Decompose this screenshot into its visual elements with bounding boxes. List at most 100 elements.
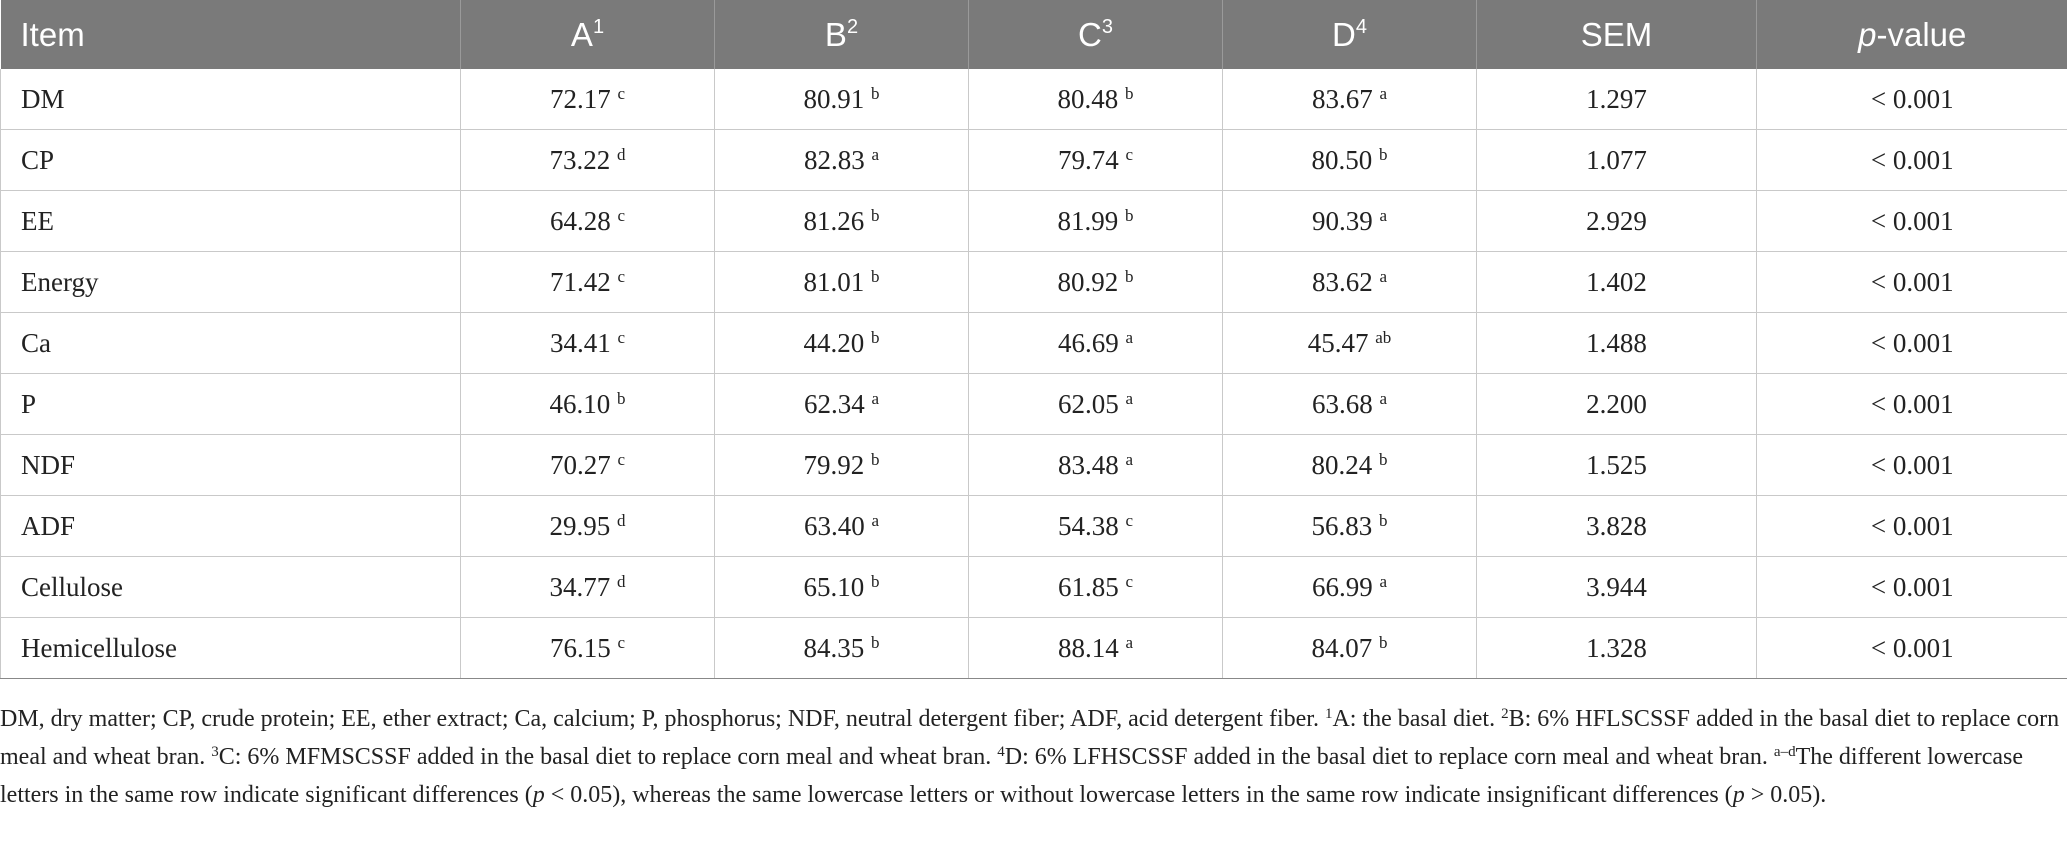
cell-sem: 1.328 <box>1476 617 1757 679</box>
item-label: EE <box>21 205 54 236</box>
cell-c: 62.05 a <box>968 373 1223 435</box>
sem-value: 1.077 <box>1586 144 1647 175</box>
cell-value: 46.10 <box>549 388 611 419</box>
table-row: ADF 29.95 d 63.40 a 54.38 c 56.83 b 3.828 < 0.… <box>0 495 2067 557</box>
item-label: Hemicellulose <box>21 632 177 663</box>
significance-letter: a <box>871 510 880 530</box>
footnote-5-p-2: p <box>1732 782 1745 808</box>
significance-letter: a <box>871 388 880 408</box>
sem-value: 1.525 <box>1586 449 1647 480</box>
cell-value: 81.99 <box>1057 205 1119 236</box>
cell-d: 66.99 a <box>1222 556 1477 618</box>
cell-c: 54.38 c <box>968 495 1223 557</box>
item-label: DM <box>21 83 65 114</box>
cell-value: 76.15 <box>549 632 611 663</box>
p-value: < 0.001 <box>1870 266 1954 297</box>
header-c: C3 <box>968 0 1223 69</box>
footnote-5-p-1: p <box>532 782 545 808</box>
cell-value: 29.95 <box>549 510 611 541</box>
cell-value: 80.24 <box>1311 449 1373 480</box>
cell-p-value: < 0.001 <box>1756 495 2067 557</box>
cell-a: 73.22 d <box>460 129 715 191</box>
cell-p-value: < 0.001 <box>1756 373 2067 435</box>
footnote-2-marker: 2 <box>1501 706 1509 722</box>
sem-value: 1.402 <box>1586 266 1647 297</box>
cell-d: 63.68 a <box>1222 373 1477 435</box>
cell-value: 61.85 <box>1057 571 1119 602</box>
cell-value: 84.35 <box>803 632 865 663</box>
cell-value: 83.62 <box>1311 266 1373 297</box>
cell-a: 72.17 c <box>460 69 715 130</box>
significance-letter: b <box>1125 83 1134 103</box>
cell-a: 70.27 c <box>460 434 715 496</box>
cell-value: 80.91 <box>803 83 865 114</box>
cell-value: 65.10 <box>803 571 865 602</box>
cell-c: 80.92 b <box>968 251 1223 313</box>
cell-value: 64.28 <box>549 205 611 236</box>
cell-item: DM <box>0 69 461 130</box>
sem-value: 1.297 <box>1586 83 1647 114</box>
sem-value: 3.944 <box>1586 571 1647 602</box>
cell-item: EE <box>0 190 461 252</box>
cell-sem: 2.200 <box>1476 373 1757 435</box>
cell-sem: 1.525 <box>1476 434 1757 496</box>
cell-item: NDF <box>0 434 461 496</box>
significance-letter: d <box>617 510 626 530</box>
cell-b: 63.40 a <box>714 495 969 557</box>
cell-d: 84.07 b <box>1222 617 1477 679</box>
cell-value: 81.01 <box>803 266 865 297</box>
cell-p-value: < 0.001 <box>1756 251 2067 313</box>
footnote-5-marker: a–d <box>1773 744 1796 760</box>
cell-value: 46.69 <box>1057 327 1119 358</box>
footnote-1: A: the basal diet. <box>1332 706 1502 732</box>
cell-value: 70.27 <box>549 449 611 480</box>
significance-letter: a <box>1379 83 1388 103</box>
footnote-2: B: 6% HFLSCSSF added in the basal diet t… <box>0 706 2060 770</box>
cell-d: 83.67 a <box>1222 69 1477 130</box>
table-row: Hemicellulose 76.15 c 84.35 b 88.14 a 84.07 … <box>0 617 2067 679</box>
cell-c: 81.99 b <box>968 190 1223 252</box>
table-row: CP 73.22 d 82.83 a 79.74 c 80.50 b 1.077 < 0.0… <box>0 129 2067 191</box>
item-label: CP <box>21 144 55 175</box>
cell-value: 83.48 <box>1057 449 1119 480</box>
p-value: < 0.001 <box>1870 571 1954 602</box>
significance-letter: a <box>1125 632 1134 652</box>
header-sem: SEM <box>1476 0 1757 69</box>
cell-value: 62.05 <box>1057 388 1119 419</box>
table-row: DM 72.17 c 80.91 b 80.48 b 83.67 a 1.297 < 0.0… <box>0 69 2067 130</box>
cell-p-value: < 0.001 <box>1756 129 2067 191</box>
cell-b: 79.92 b <box>714 434 969 496</box>
header-p-value: p-value <box>1756 0 2067 69</box>
cell-item: Energy <box>0 251 461 313</box>
cell-b: 65.10 b <box>714 556 969 618</box>
sem-value: 3.828 <box>1586 510 1647 541</box>
cell-value: 63.40 <box>803 510 865 541</box>
significance-letter: b <box>1379 449 1388 469</box>
significance-letter: c <box>617 205 626 225</box>
cell-sem: 1.402 <box>1476 251 1757 313</box>
significance-letter: a <box>1379 571 1388 591</box>
cell-value: 81.26 <box>803 205 865 236</box>
significance-letter: b <box>871 632 880 652</box>
cell-b: 80.91 b <box>714 69 969 130</box>
sem-value: 2.929 <box>1586 205 1647 236</box>
item-label: Cellulose <box>21 571 123 602</box>
table-row: NDF 70.27 c 79.92 b 83.48 a 80.24 b 1.525 < 0.… <box>0 434 2067 496</box>
cell-b: 84.35 b <box>714 617 969 679</box>
header-item: Item <box>0 0 461 69</box>
cell-item: CP <box>0 129 461 191</box>
significance-letter: c <box>617 327 626 347</box>
cell-a: 71.42 c <box>460 251 715 313</box>
cell-d: 45.47 ab <box>1222 312 1477 374</box>
significance-letter: c <box>1125 571 1134 591</box>
cell-value: 71.42 <box>549 266 611 297</box>
significance-letter: b <box>871 571 880 591</box>
significance-letter: b <box>1379 144 1388 164</box>
table-container: Item A1 B2 C3 D4 SEM p-value DM 72.17 c 80… <box>0 0 2067 679</box>
p-value: < 0.001 <box>1870 388 1954 419</box>
cell-b: 62.34 a <box>714 373 969 435</box>
significance-letter: b <box>1379 510 1388 530</box>
item-label: Ca <box>21 327 51 358</box>
cell-value: 82.83 <box>803 144 865 175</box>
significance-letter: b <box>1125 266 1134 286</box>
